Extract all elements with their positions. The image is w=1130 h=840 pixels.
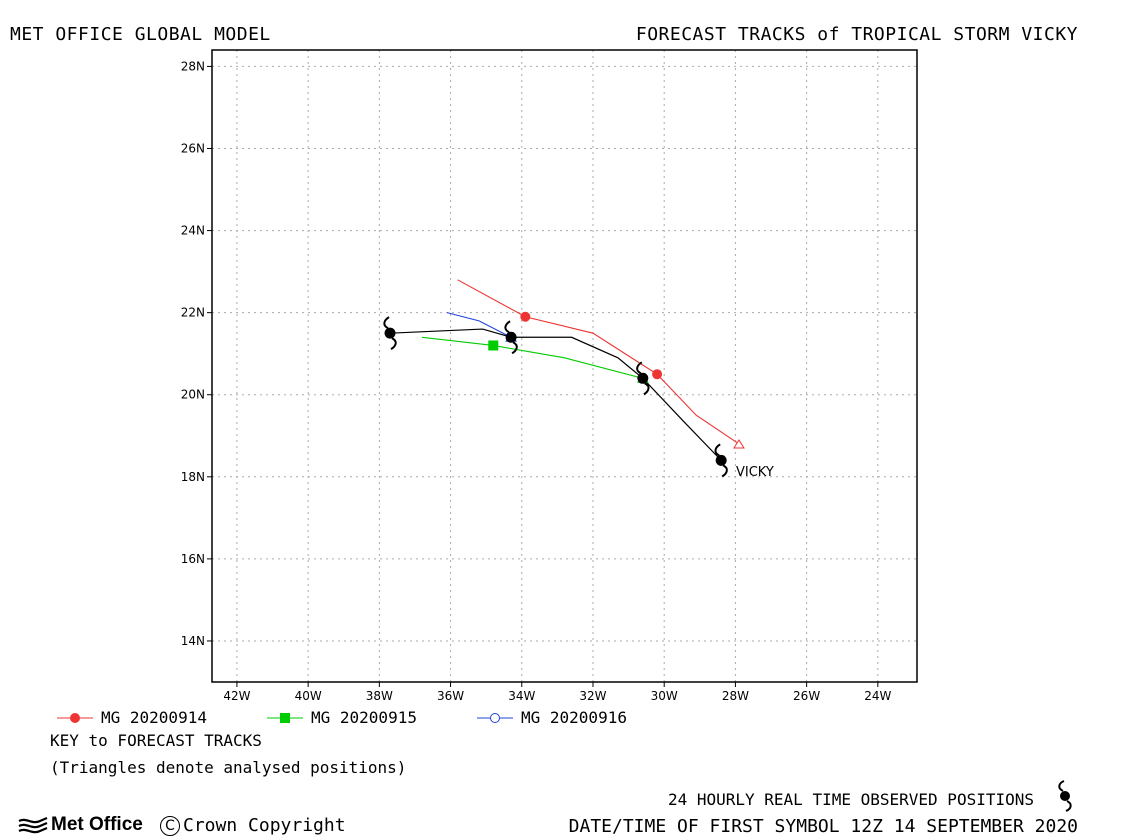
lat-tick-label: 28N: [181, 59, 205, 73]
storm-symbol-core: [384, 327, 396, 339]
lat-tick-label: 24N: [181, 224, 205, 238]
analysed-position-triangle: [733, 439, 745, 449]
axis-ticks: 42W 40W 38W 36W 34W 32W 30W 28W 26W 24W 28N 26N 24N 2…: [181, 59, 892, 703]
forecast-track-mg-20200914: [457, 279, 740, 445]
storm-symbol-arm: [636, 361, 643, 375]
legend-item-mg-20200916: MG 20200916: [475, 708, 627, 727]
lat-tick-label: 16N: [181, 552, 205, 566]
legend-label: MG 20200915: [311, 708, 417, 727]
legend-swatch-blue-open-circle-icon: [477, 712, 513, 723]
lon-tick-label: 36W: [437, 689, 464, 703]
storm-symbol-core: [637, 372, 649, 384]
storm-symbol-arm: [504, 320, 511, 334]
storm-symbol-core: [505, 331, 517, 343]
met-office-logo: Met Office: [18, 814, 143, 836]
lat-tick-label: 26N: [181, 141, 205, 155]
model-title: MET OFFICE GLOBAL MODEL: [10, 24, 271, 45]
tropical-storm-symbol-icon: [383, 316, 397, 351]
legend-swatch-green-square-icon: [267, 712, 303, 723]
lat-tick-label: 20N: [181, 388, 205, 402]
key-title: KEY to FORECAST TRACKS: [50, 731, 262, 750]
lon-tick-label: 32W: [579, 689, 606, 703]
lon-tick-label: 28W: [722, 689, 749, 703]
storm-symbol-arm: [643, 382, 650, 396]
copyright-text: Crown Copyright: [183, 815, 346, 836]
lat-tick-label: 18N: [181, 470, 205, 484]
forecast-track-mg-20200916: [446, 312, 512, 338]
key-note: (Triangles denote analysed positions): [50, 758, 407, 777]
first-symbol-datetime: DATE/TIME OF FIRST SYMBOL 12Z 14 SEPTEMB…: [568, 816, 1078, 837]
map-frame: [211, 49, 918, 683]
copyright-notice: C Crown Copyright: [160, 815, 346, 836]
legend-label: MG 20200916: [521, 708, 627, 727]
observed-track-line: [390, 328, 722, 461]
storm-symbol-arm: [383, 316, 390, 330]
tropical-storm-symbol-icon: [504, 320, 518, 355]
observed-positions-label: 24 HOURLY REAL TIME OBSERVED POSITIONS: [667, 790, 1034, 809]
chart-title: FORECAST TRACKS of TROPICAL STORM VICKY: [635, 24, 1078, 45]
forecast-marker-circle: [520, 311, 531, 322]
tropical-storm-symbol-icon: [636, 361, 650, 396]
forecast-marker-square: [488, 340, 499, 351]
lon-tick-label: 40W: [295, 689, 322, 703]
forecast-marker-circle: [652, 369, 663, 380]
legend-swatch-red-circle-icon: [57, 712, 93, 723]
storm-symbol-arm: [511, 341, 518, 355]
tropical-storm-symbol-icon: [1058, 780, 1072, 812]
storm-name-label: VICKY: [736, 465, 774, 480]
legend-item-mg-20200914: MG 20200914: [55, 708, 207, 727]
forecast-track-mg-20200915: [422, 336, 643, 379]
legend-item-mg-20200915: MG 20200915: [265, 708, 417, 727]
map-grid: [212, 50, 917, 682]
lat-tick-label: 22N: [181, 306, 205, 320]
lon-tick-label: 42W: [223, 689, 250, 703]
lon-tick-label: 34W: [508, 689, 535, 703]
lon-tick-label: 38W: [366, 689, 393, 703]
storm-symbol-core: [715, 454, 727, 466]
storm-symbol-arm: [390, 337, 397, 351]
storm-symbol-arm: [721, 464, 728, 478]
lon-tick-label: 26W: [793, 689, 820, 703]
logo-text: Met Office: [51, 814, 143, 835]
storm-symbol-arm: [714, 443, 721, 457]
lat-tick-label: 14N: [181, 634, 205, 648]
tropical-storm-symbol-icon: [714, 443, 728, 478]
lon-tick-label: 30W: [651, 689, 678, 703]
met-office-waves-icon: [18, 816, 48, 834]
copyright-icon: C: [160, 815, 180, 836]
track-layer: [390, 279, 745, 461]
lon-tick-label: 24W: [864, 689, 891, 703]
legend-label: MG 20200914: [101, 708, 207, 727]
storm-symbol-layer: [383, 316, 728, 478]
